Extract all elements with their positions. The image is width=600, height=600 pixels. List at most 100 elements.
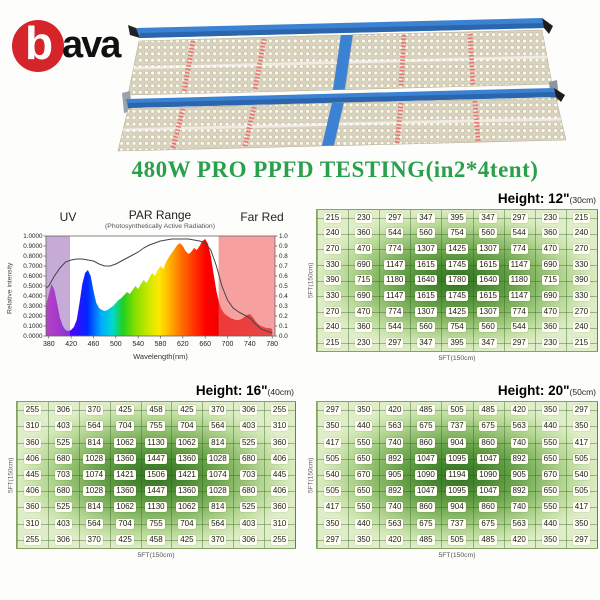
grid-line: [264, 402, 266, 548]
ppfd-cell: 425: [116, 405, 134, 416]
far-red-label: Far Red: [240, 210, 284, 224]
ppfd-cell: 297: [510, 338, 528, 349]
ppfd-cell: 395: [448, 212, 466, 223]
grid-line: [565, 402, 567, 548]
ppfd-cell: 297: [510, 212, 528, 223]
ppfd-cell: 774: [386, 244, 404, 255]
axis-tick-label: 0.2000: [23, 313, 43, 320]
ppfd-cell: 892: [386, 453, 404, 464]
grid-line: [534, 402, 536, 548]
ppfd-cell: 755: [147, 421, 165, 432]
ppfd-cell: 240: [323, 322, 342, 333]
axis-tick-label: 0.0: [279, 333, 288, 340]
ppfd-cell: 563: [386, 518, 404, 529]
ppfd-cell: 297: [386, 338, 404, 349]
ppfd-cell: 715: [354, 275, 373, 286]
axis-tick-label: 0.6: [279, 273, 288, 280]
ppfd-cell: 1745: [446, 259, 468, 270]
ppfd-cell: 1745: [446, 291, 468, 302]
ppfd-cell: 1095: [446, 486, 468, 497]
ppfd-cell: 347: [479, 212, 497, 223]
ppfd-cell: 560: [479, 322, 497, 333]
ppfd-cell: 420: [386, 534, 404, 545]
ppfd-cell: 425: [116, 534, 134, 545]
table-height-sub: (40cm): [267, 387, 294, 397]
ppfd-cell: 417: [323, 502, 342, 513]
ppfd-cell: 1615: [477, 259, 499, 270]
ppfd-cell: 675: [417, 421, 435, 432]
ppfd-cell: 370: [209, 534, 227, 545]
ppfd-cell: 1180: [508, 275, 530, 286]
ppfd-cell: 1421: [114, 469, 136, 480]
axis-tick-label: 0.5000: [23, 283, 43, 290]
table-height-label: Height: 20": [497, 383, 570, 398]
uv-label: UV: [59, 210, 77, 224]
ppfd-cell: 360: [23, 502, 42, 513]
ppfd-cell: 860: [479, 502, 497, 513]
ppfd-cell: 417: [323, 437, 342, 448]
ppfd-cell: 525: [54, 437, 72, 448]
ppfd-cell: 690: [541, 291, 559, 302]
ppfd-table-12in: Height: 12"(30cm) 5FT(150cm) 215 230 297 34…: [306, 190, 598, 376]
ppfd-cell: 690: [541, 259, 559, 270]
ppfd-cell: 1147: [508, 291, 530, 302]
axis-tick-label: 0.8: [279, 253, 288, 260]
ppfd-cell: 650: [354, 453, 373, 464]
ppfd-cell: 1047: [477, 453, 499, 464]
ppfd-cell: 470: [541, 306, 559, 317]
ppfd-cell: 240: [323, 228, 342, 239]
ppfd-cell: 440: [354, 421, 373, 432]
grid-line: [410, 210, 412, 351]
ppfd-cell: 560: [417, 322, 435, 333]
ppfd-cell: 347: [479, 338, 497, 349]
axis-tick-label: 540: [132, 341, 144, 348]
ppfd-cell: 240: [572, 322, 591, 333]
ppfd-cell: 1360: [175, 486, 198, 497]
grid-line: [47, 402, 49, 548]
bava-logo: b ava: [10, 16, 140, 78]
ppfd-cell: 403: [54, 518, 72, 529]
ppfd-cell: 774: [386, 306, 404, 317]
ppfd-cell: 1506: [145, 469, 167, 480]
ppfd-cell: 505: [572, 453, 591, 464]
ppfd-cell: 560: [479, 228, 497, 239]
ppfd-cell: 1194: [446, 469, 468, 480]
ppfd-cell: 350: [323, 518, 342, 529]
ppfd-cell: 1307: [414, 306, 437, 317]
ppfd-cell: 1028: [206, 486, 229, 497]
ppfd-cell: 564: [85, 518, 103, 529]
ppfd-cell: 350: [323, 421, 342, 432]
ppfd-cell: 505: [323, 486, 342, 497]
ppfd-cell: 1615: [477, 291, 499, 302]
table-height-label: Height: 12": [497, 191, 570, 206]
axis-tick-label: 740: [244, 341, 256, 348]
ppfd-cell: 330: [572, 291, 591, 302]
ppfd-cell: 360: [270, 437, 289, 448]
grid-line: [348, 210, 350, 351]
ppfd-cell: 306: [239, 405, 258, 416]
ppfd-cell: 1090: [477, 469, 499, 480]
ppfd-cell: 755: [147, 518, 165, 529]
ppfd-cell: 297: [323, 534, 342, 545]
ppfd-cell: 406: [270, 453, 289, 464]
ppfd-cell: 350: [354, 405, 373, 416]
ppfd-cell: 360: [541, 228, 559, 239]
ppfd-cell: 650: [541, 486, 559, 497]
ppfd-cell: 525: [54, 502, 72, 513]
far-red-band: [218, 236, 275, 336]
table-title: Height: 12"(30cm): [498, 190, 596, 208]
axis-tick-label: 1.0000: [23, 233, 43, 240]
ppfd-cell: 297: [386, 212, 404, 223]
ppfd-cell: 350: [541, 534, 559, 545]
ppfd-cell: 544: [510, 322, 528, 333]
table-title: Height: 16"(40cm): [196, 382, 294, 400]
axis-tick-label: 700: [222, 341, 234, 348]
ppfd-cell: 485: [479, 534, 497, 545]
ppfd-cell: 420: [386, 405, 404, 416]
ppfd-cell: 1130: [145, 502, 167, 513]
ppfd-cell: 470: [354, 306, 373, 317]
page-title: 480W PRO PPFD TESTING(in2*4tent): [131, 157, 539, 182]
ppfd-cell: 297: [572, 534, 591, 545]
ppfd-cell: 675: [417, 518, 435, 529]
